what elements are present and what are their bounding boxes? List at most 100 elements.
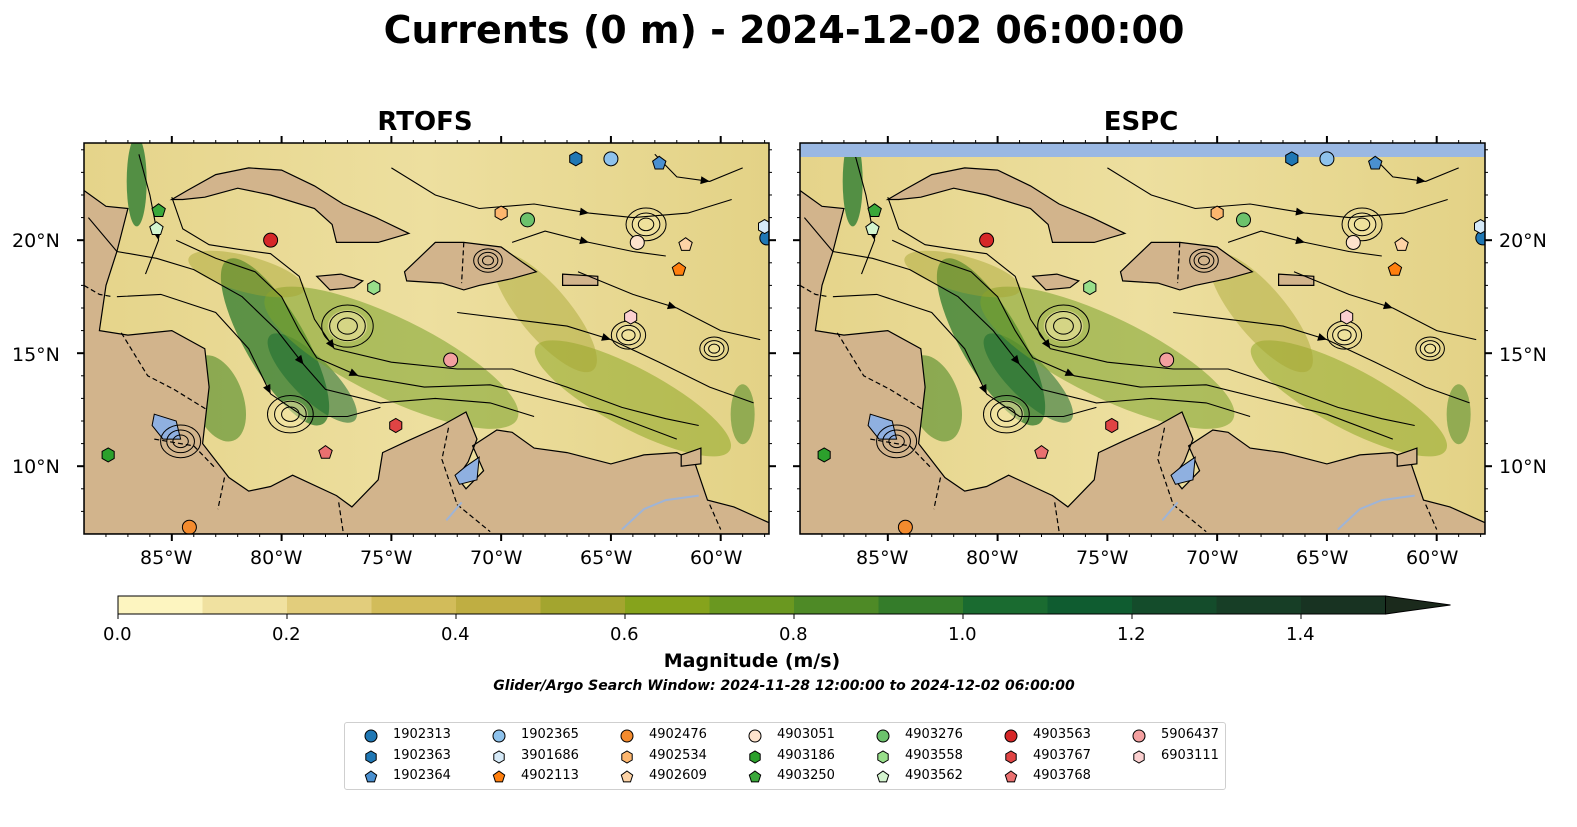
float-1902363 (1285, 151, 1299, 167)
lon-tick-80w-espc: 80°W (966, 547, 1019, 569)
pentagon-marker-icon (620, 770, 634, 783)
circle-marker-icon (620, 729, 634, 743)
float-3901686 (758, 219, 769, 235)
map-panels (77, 136, 1492, 541)
pentagon-marker-icon (492, 770, 506, 783)
circle-marker-icon (1132, 729, 1146, 743)
lon-tick-60w: 60°W (690, 547, 743, 569)
colorbar-tick-0-0: 0.0 (103, 624, 132, 645)
float-3901686 (1474, 219, 1485, 235)
circle-marker-icon (1004, 729, 1018, 743)
colorbar (117, 595, 1451, 619)
legend-label: 4903562 (905, 768, 963, 783)
colorbar-tick-1-4: 1.4 (1286, 624, 1315, 645)
legend-label: 4903276 (905, 727, 963, 742)
float-4903250 (151, 203, 166, 217)
float-4903768 (318, 444, 333, 459)
legend-label: 1902313 (393, 727, 451, 742)
legend-label: 4902609 (649, 768, 707, 783)
lon-tick-80w: 80°W (250, 547, 303, 569)
legend-label: 4903250 (777, 768, 835, 783)
legend-label: 4902476 (649, 727, 707, 742)
search-window-note: Glider/Argo Search Window: 2024-11-28 12… (493, 678, 1075, 694)
float-4903563 (979, 232, 995, 248)
float-4903558 (1083, 280, 1097, 296)
float-4903767 (389, 417, 403, 434)
panel-title-rtofs: RTOFS (377, 107, 473, 137)
float-4903562 (865, 221, 880, 235)
float-4902476 (897, 519, 913, 534)
float-4903051 (1345, 234, 1361, 250)
lon-tick-70w: 70°W (470, 547, 523, 569)
float-4903186 (817, 447, 831, 463)
legend-label: 4903051 (777, 727, 835, 742)
legend-label: 4902113 (521, 768, 579, 783)
float-4903768 (1034, 444, 1049, 459)
float-4903563 (263, 232, 279, 248)
float-1902313 (759, 230, 769, 246)
float-1902363 (569, 151, 583, 167)
float-4903558 (367, 280, 381, 296)
circle-marker-icon (748, 729, 762, 743)
colorbar-tick-0-6: 0.6 (610, 624, 639, 645)
panel-title-espc: ESPC (1103, 107, 1179, 137)
circle-marker-icon (364, 729, 378, 743)
lat-tick-20n-right: 20°N (1499, 230, 1547, 252)
float-6903111 (1340, 309, 1354, 325)
lon-tick-65w-espc: 65°W (1296, 547, 1349, 569)
float-4902113 (1387, 261, 1403, 276)
lon-tick-60w-espc: 60°W (1406, 547, 1459, 569)
float-5906437 (1159, 352, 1175, 368)
float-5906437 (443, 352, 459, 368)
float-4902534 (1210, 205, 1224, 221)
float-4902609 (1394, 237, 1409, 251)
lat-tick-20n: 20°N (12, 230, 60, 252)
circle-marker-icon (876, 729, 890, 743)
colorbar-tick-1-0: 1.0 (948, 624, 977, 645)
hexagon-marker-icon (1133, 749, 1145, 764)
float-4903276 (519, 212, 535, 228)
colorbar-label: Magnitude (m/s) (663, 650, 841, 672)
colorbar-tick-0-4: 0.4 (441, 624, 470, 645)
circle-marker-icon (492, 729, 506, 743)
hexagon-marker-icon (749, 749, 761, 764)
float-4902534 (494, 205, 508, 221)
legend-label: 4903768 (1033, 768, 1091, 783)
hexagon-marker-icon (621, 749, 633, 764)
legend-label: 1902364 (393, 768, 451, 783)
legend-label: 1902363 (393, 747, 451, 763)
lat-tick-10n: 10°N (12, 456, 60, 478)
float-4903276 (1235, 212, 1251, 228)
map-rtofs (84, 143, 769, 534)
legend-label: 1902365 (521, 727, 579, 742)
pentagon-marker-icon (748, 770, 762, 783)
float-1902365 (1319, 151, 1335, 167)
float-1902313 (1475, 230, 1485, 246)
hexagon-marker-icon (493, 749, 505, 764)
colorbar-tick-1-2: 1.2 (1117, 624, 1146, 645)
legend-label: 4903563 (1033, 727, 1091, 742)
colorbar-tick-0-8: 0.8 (779, 624, 808, 645)
legend-label: 6903111 (1161, 747, 1219, 763)
lon-tick-75w-espc: 75°W (1076, 547, 1129, 569)
lat-tick-15n: 15°N (12, 344, 60, 366)
float-4903562 (149, 221, 164, 235)
legend-label: 4903186 (777, 747, 835, 763)
legend-label: 5906437 (1161, 727, 1219, 742)
colorbar-tick-0-2: 0.2 (272, 624, 301, 645)
legend-label: 4902534 (649, 747, 707, 763)
legend-label: 4903767 (1033, 747, 1091, 763)
hexagon-marker-icon (365, 749, 377, 764)
lon-tick-75w: 75°W (360, 547, 413, 569)
float-4902609 (678, 237, 693, 251)
float-4903767 (1105, 417, 1119, 434)
lat-tick-15n-right: 15°N (1499, 344, 1547, 366)
pentagon-marker-icon (876, 770, 890, 783)
float-1902365 (603, 151, 619, 167)
pentagon-marker-icon (364, 770, 378, 783)
legend-label: 4903558 (905, 747, 963, 763)
pentagon-marker-icon (1004, 770, 1018, 783)
hexagon-marker-icon (1005, 749, 1017, 764)
lat-tick-10n-right: 10°N (1499, 456, 1547, 478)
hexagon-marker-icon (877, 749, 889, 764)
